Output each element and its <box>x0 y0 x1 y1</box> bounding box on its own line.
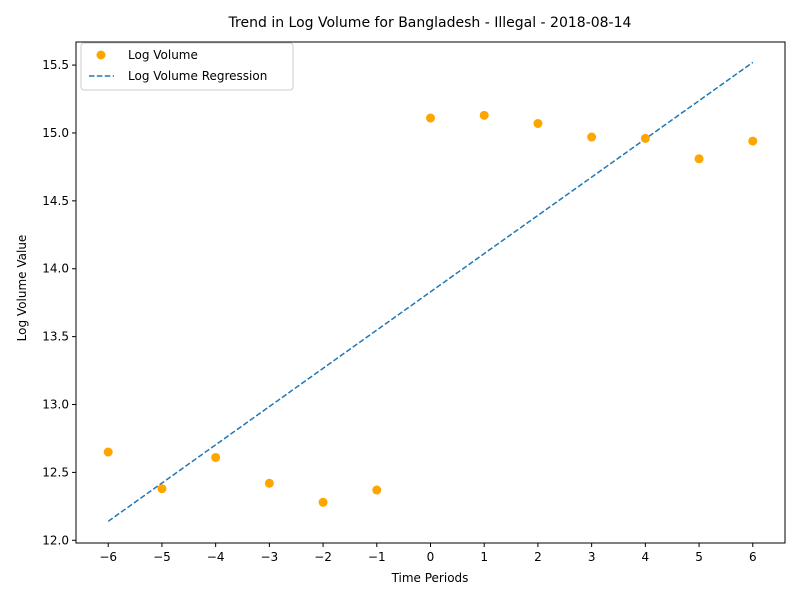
y-tick-label: 13.5 <box>42 330 69 344</box>
data-point <box>103 447 113 457</box>
y-tick-label: 12.0 <box>42 533 69 547</box>
data-point <box>318 497 328 507</box>
data-point <box>211 452 221 462</box>
data-point <box>426 113 435 123</box>
data-point <box>640 133 650 143</box>
x-tick-label: 1 <box>480 550 488 564</box>
y-tick-label: 15.5 <box>42 58 69 72</box>
x-tick-label: 0 <box>427 550 435 564</box>
y-tick-label: 14.0 <box>42 262 69 276</box>
x-tick-label: −5 <box>153 550 171 564</box>
x-tick-label: −1 <box>368 550 386 564</box>
x-tick-label: 6 <box>749 550 757 564</box>
y-tick-label: 15.0 <box>42 126 69 140</box>
legend-marker-log-volume <box>96 50 106 60</box>
y-axis-label: Log Volume Value <box>15 235 29 342</box>
x-tick-label: 4 <box>642 550 650 564</box>
legend-entry-log-volume: Log Volume <box>128 48 198 62</box>
x-tick-label: −4 <box>207 550 225 564</box>
x-axis: −6 −5 −4 −3 −2 −1 0 1 2 3 4 5 6 <box>99 543 757 564</box>
legend-entry-regression: Log Volume Regression <box>128 69 267 83</box>
x-tick-label: −6 <box>99 550 117 564</box>
y-tick-label: 14.5 <box>42 194 69 208</box>
y-tick-label: 12.5 <box>42 465 69 479</box>
x-axis-label: Time Periods <box>391 571 469 585</box>
x-tick-label: 5 <box>695 550 703 564</box>
x-tick-label: 2 <box>534 550 542 564</box>
legend-box <box>80 42 294 91</box>
y-axis: 12.0 12.5 13.0 13.5 14.0 14.5 15.0 15.5 <box>42 58 76 547</box>
chart-title: Trend in Log Volume for Bangladesh - Ill… <box>228 15 632 31</box>
data-point <box>587 132 597 142</box>
legend: Log Volume Log Volume Regression <box>80 42 294 91</box>
regression-line <box>107 61 754 522</box>
x-tick-label: −2 <box>314 550 332 564</box>
data-point <box>479 110 489 120</box>
data-point <box>372 485 382 495</box>
data-point <box>694 154 704 164</box>
data-point <box>748 136 758 146</box>
data-point <box>533 118 543 128</box>
data-point <box>264 478 274 488</box>
x-tick-label: −3 <box>261 550 279 564</box>
y-tick-label: 13.0 <box>42 398 69 412</box>
x-tick-label: 3 <box>588 550 596 564</box>
data-point <box>157 484 167 494</box>
series-layer <box>103 61 758 522</box>
